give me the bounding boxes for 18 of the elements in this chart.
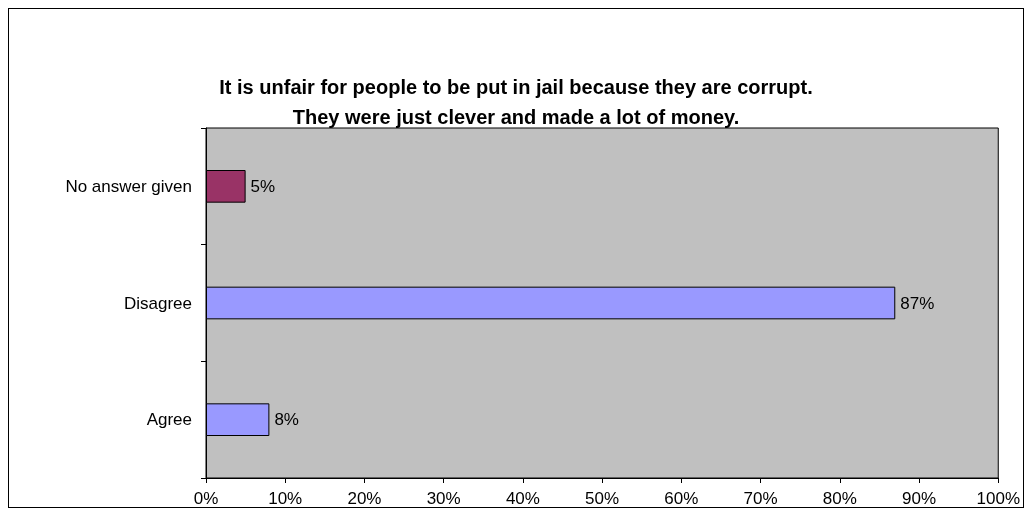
x-tick-label: 100% [976, 489, 1020, 508]
x-tick-label: 40% [505, 489, 540, 508]
x-tick-label: 70% [743, 489, 778, 508]
x-tick-label: 90% [902, 489, 937, 508]
x-tick-label: 50% [585, 489, 620, 508]
y-tick-label: Agree [146, 410, 192, 430]
data-label: 8% [274, 410, 299, 430]
x-tick-label: 60% [664, 489, 699, 508]
x-tick-label: 80% [822, 489, 857, 508]
data-label: 87% [900, 293, 935, 313]
x-tick-label: 10% [268, 489, 303, 508]
chart-title: It is unfair for people to be put in jail because they are corrupt. They were just clever and made a lot of money. [219, 76, 813, 128]
x-tick-label: 30% [426, 489, 461, 508]
x-tick-label: 0% [193, 489, 219, 508]
y-tick-label: No answer given [65, 176, 192, 196]
data-label: 5% [250, 176, 276, 196]
x-tick-label: 20% [347, 489, 382, 508]
y-tick-label: Disagree [123, 293, 192, 313]
